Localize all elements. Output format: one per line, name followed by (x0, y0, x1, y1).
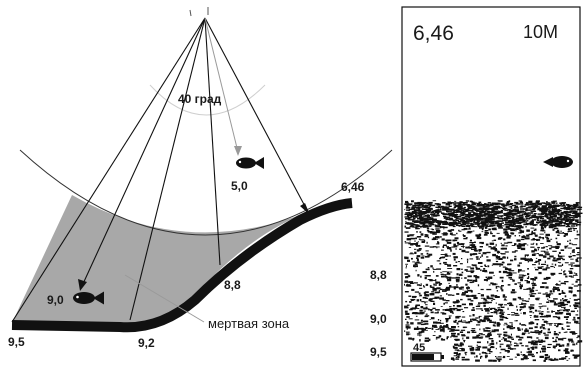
screen-scale-8-8: 8,8 (370, 268, 387, 282)
fish-upper-icon (236, 157, 264, 169)
screen-frame (401, 6, 581, 367)
sonar-screen: 6,46 10M 45 (401, 6, 583, 367)
screen-range-label: 10M (523, 22, 558, 42)
ray-fish-upper-arrowhead (234, 146, 242, 156)
fish-lower-icon (73, 291, 104, 305)
dead-zone-label: мертвая зона (208, 316, 290, 331)
dead-zone-area (12, 195, 308, 328)
depth-9-5-label: 9,5 (8, 335, 25, 349)
beam-angle-arc (149, 84, 266, 116)
fish-upper-depth-label: 5,0 (231, 179, 248, 193)
screen-fish-icon (543, 156, 573, 168)
screen-scale-9-5: 9,5 (370, 345, 387, 359)
ray-8-8 (204, 17, 221, 266)
beam-rays (11, 17, 309, 323)
bottom-profile (11, 198, 353, 333)
battery-icon (410, 352, 444, 362)
dead-zone-pointer (124, 274, 205, 323)
ray-edge-left (11, 17, 206, 323)
screen-depth-reading: 6,46 (413, 22, 454, 45)
ray-edge-right (204, 17, 309, 213)
ray-9-2 (129, 17, 206, 321)
battery-label: 45 (413, 342, 425, 354)
bottom-echo (404, 200, 583, 362)
ray-fish-lower (81, 17, 206, 287)
fish-lower-depth-label: 9,0 (47, 293, 64, 307)
transducer-mark-left (189, 9, 192, 17)
range-arc (19, 149, 393, 236)
depth-8-8-label: 8,8 (224, 278, 241, 292)
beam-diagram: 40 град 5,0 6,46 9,0 8,8 9,2 9,5 мертвая… (8, 7, 393, 350)
depth-9-2-label: 9,2 (138, 336, 155, 350)
arrowhead-fish-lower (78, 279, 87, 291)
bottom-top-depth-label: 6,46 (341, 180, 365, 194)
beam-angle-label: 40 град (178, 92, 222, 106)
screen-scale-9-0: 9,0 (370, 312, 387, 326)
ray-fish-upper (204, 17, 239, 153)
